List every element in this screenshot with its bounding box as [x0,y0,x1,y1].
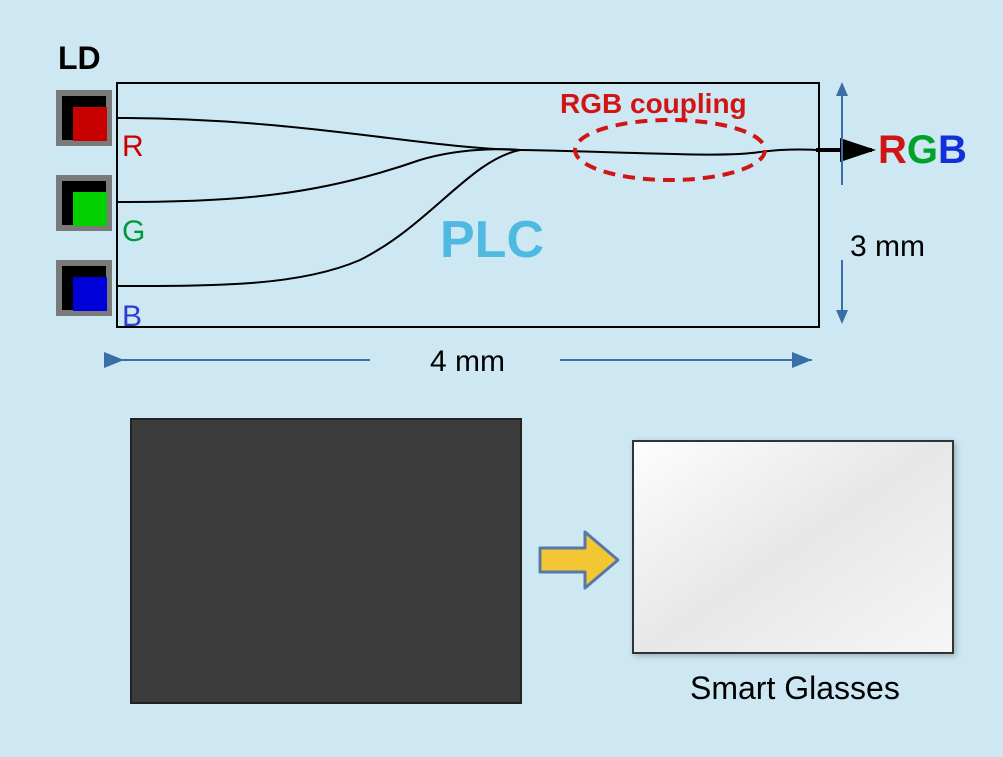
ld-b-box [56,260,112,316]
rgb-output-b: B [938,128,967,172]
ld-r-inner [73,107,107,141]
ld-r-box [56,90,112,146]
ld-b-inner [73,277,107,311]
rgb-output-label: RGB [878,128,967,173]
smart-glasses-label: Smart Glasses [690,670,900,707]
ld-g-inner [73,192,107,226]
ld-r-letter: R [122,130,144,164]
ld-group-label: LD [58,40,101,77]
dimension-width-label: 4 mm [430,345,505,379]
plc-label: PLC [440,210,544,270]
rgb-coupling-label: RGB coupling [560,88,747,120]
transition-arrow [540,532,618,588]
diagram-root: LD [0,0,1003,757]
ld-g-box [56,175,112,231]
rgb-output-g: G [907,128,938,172]
glasses-photo-panel [632,440,954,654]
coin-photo-panel [130,418,522,704]
dimension-height [836,82,848,324]
rgb-output-r: R [878,128,907,172]
dimension-height-label: 3 mm [850,230,925,264]
ld-b-letter: B [122,300,142,334]
ld-g-letter: G [122,215,145,249]
